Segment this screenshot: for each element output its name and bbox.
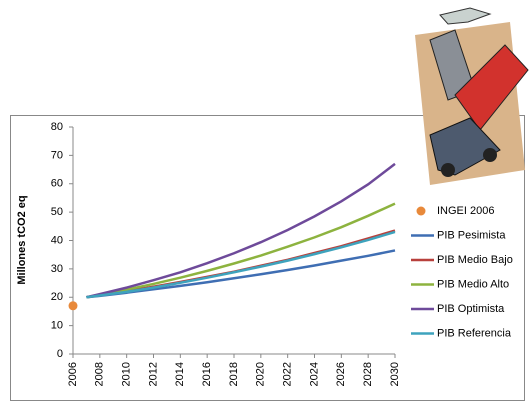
- series-line: [86, 162, 396, 299]
- x-tick-label: 2012: [147, 362, 159, 386]
- clipart-bus: [454, 44, 529, 131]
- y-tick-label: 40: [51, 234, 63, 246]
- clipart-wheel: [483, 148, 497, 162]
- clipart-wheel: [441, 163, 455, 177]
- x-tick-label: 2030: [389, 362, 401, 386]
- clipart-car: [429, 117, 501, 176]
- x-tick-label: 2022: [282, 362, 294, 386]
- series-line: [86, 230, 396, 299]
- y-tick-label: 0: [57, 348, 63, 360]
- x-tick-label: 2014: [174, 362, 186, 386]
- legend-label: PIB Optimista: [437, 303, 505, 315]
- x-tick-label: 2010: [121, 362, 133, 386]
- legend-label: PIB Referencia: [437, 327, 512, 339]
- legend-label: PIB Medio Bajo: [437, 254, 513, 266]
- x-tick-label: 2026: [335, 362, 347, 386]
- y-axis-label: Millones tCO2 eq: [16, 195, 28, 284]
- x-tick-label: 2016: [201, 362, 213, 386]
- data-point: [68, 301, 78, 311]
- x-tick-label: 2006: [67, 362, 79, 386]
- clipart: [415, 7, 529, 185]
- y-tick-label: 30: [51, 263, 63, 275]
- clipart-plane: [439, 7, 492, 25]
- y-tick-label: 50: [51, 206, 63, 218]
- x-tick-label: 2024: [308, 362, 320, 386]
- y-tick-label: 20: [51, 291, 63, 303]
- series-line: [86, 202, 396, 299]
- legend-swatch: [416, 206, 426, 216]
- y-tick-label: 10: [51, 320, 63, 332]
- legend-label: INGEI 2006: [437, 205, 494, 217]
- y-tick-label: 70: [51, 149, 63, 161]
- y-tick-label: 80: [51, 121, 63, 133]
- x-tick-label: 2028: [362, 362, 374, 386]
- legend-label: PIB Pesimista: [437, 229, 506, 241]
- x-tick-label: 2020: [255, 362, 267, 386]
- x-tick-label: 2018: [228, 362, 240, 386]
- y-tick-label: 60: [51, 178, 63, 190]
- x-tick-label: 2008: [94, 362, 106, 386]
- legend-label: PIB Medio Alto: [437, 278, 509, 290]
